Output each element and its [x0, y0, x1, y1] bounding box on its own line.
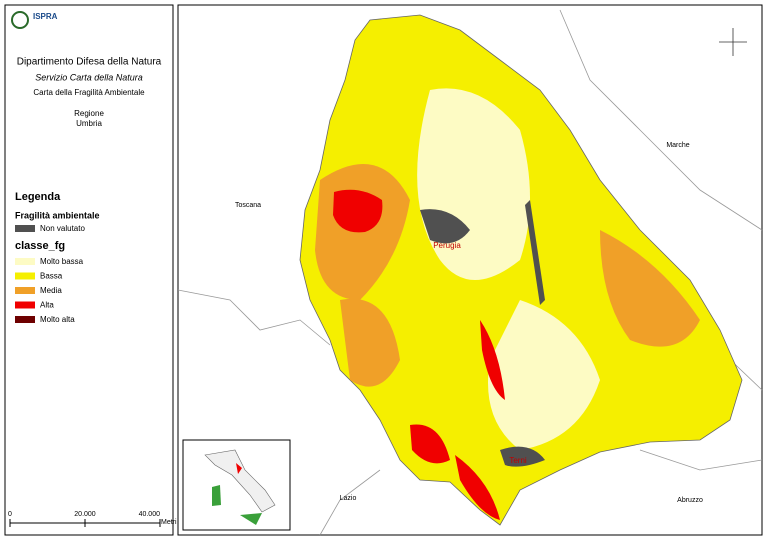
inset-italy [204, 449, 276, 513]
legend-label: Media [40, 286, 62, 295]
place-label: Toscana [235, 202, 261, 209]
legend-label: Bassa [40, 272, 63, 281]
legend-group: Fragilità ambientale [15, 210, 100, 220]
inset-sardegna [212, 485, 221, 506]
legend-swatch [15, 225, 35, 232]
legend-swatch [15, 316, 35, 323]
inset-umbria [236, 463, 242, 474]
compass [719, 28, 747, 56]
region: Umbria [76, 119, 102, 128]
legend-swatch [15, 272, 35, 280]
scale-unit: Metri [161, 519, 177, 526]
place-label: Lazio [340, 495, 357, 502]
legend-label: Molto alta [40, 315, 75, 324]
region-borders [177, 9, 763, 536]
legend-title: Legenda [15, 191, 61, 203]
city-label: Perugia [433, 241, 461, 250]
fragility-areas [315, 88, 700, 520]
department: Dipartimento Difesa della Natura [17, 57, 162, 68]
scale-label: 40.000 [139, 511, 161, 518]
legend: Non valutato Molto bassa Bassa Media Alta Mol… [15, 224, 85, 324]
scale-label: 0 [8, 511, 12, 518]
place-label: Abruzzo [677, 497, 703, 504]
umbria-region [299, 14, 743, 526]
legend-swatch [15, 287, 35, 294]
inset-sicilia [240, 513, 262, 525]
legend-label: Alta [40, 301, 54, 310]
scale-label: 20.000 [74, 511, 96, 518]
city-label: Terni [509, 456, 527, 465]
side-panel [4, 4, 174, 536]
logo-emblem [11, 11, 29, 29]
legend-swatch [15, 258, 35, 265]
legend-swatch [15, 301, 35, 309]
legend-field: classe_fg [15, 240, 65, 252]
place-label: Marche [666, 142, 689, 149]
legend-label: Non valutato [40, 224, 85, 233]
legend-label: Molto bassa [40, 257, 84, 266]
region-label: Regione [74, 109, 104, 118]
service: Servizio Carta della Natura [35, 72, 143, 82]
logo-text: ISPRA [33, 12, 58, 21]
map-title: Carta della Fragilità Ambientale [33, 88, 145, 97]
